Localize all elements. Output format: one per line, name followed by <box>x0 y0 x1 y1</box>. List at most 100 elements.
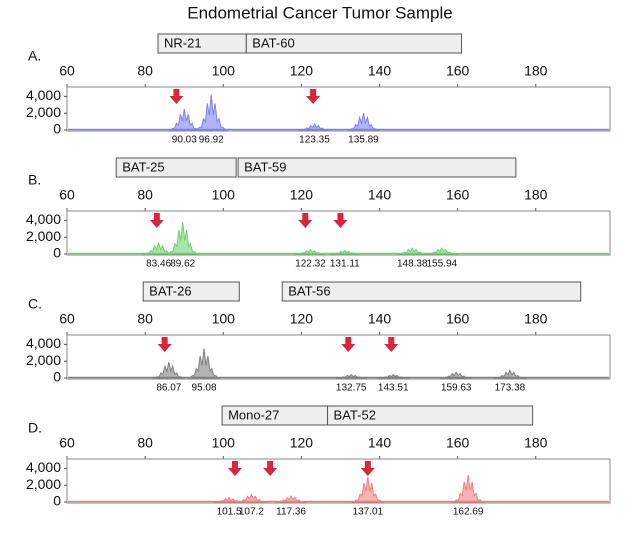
peak-label: 148.38 <box>397 259 428 270</box>
peak-label: 117.36 <box>276 507 306 518</box>
x-tick-label: 120 <box>290 63 314 79</box>
peak-label: 155.94 <box>426 259 457 270</box>
panel-label: A. <box>28 48 41 64</box>
peak <box>493 369 527 379</box>
peak-label: 89.62 <box>170 259 195 270</box>
peak <box>152 361 186 379</box>
marker-name: Mono-27 <box>228 407 279 422</box>
marker-name: BAT-26 <box>149 283 191 298</box>
marker-name: BAT-25 <box>122 159 164 174</box>
arrow <box>341 337 356 352</box>
x-tick-label: 160 <box>446 63 470 79</box>
peak-label: 137.01 <box>353 507 384 518</box>
y-tick-label: 2,000 <box>26 228 61 244</box>
x-tick-label: 60 <box>59 63 75 79</box>
x-tick-label: 160 <box>446 311 470 327</box>
y-tick-label: 0 <box>53 245 61 261</box>
arrow <box>333 213 348 228</box>
plot-frame <box>66 458 611 504</box>
x-tick-label: 80 <box>137 63 153 79</box>
peak-label: 96.92 <box>199 135 224 146</box>
peak <box>377 373 409 379</box>
marker-name: BAT-52 <box>334 407 376 422</box>
x-tick-label: 80 <box>137 435 153 451</box>
x-tick-label: 120 <box>290 187 314 203</box>
marker-name: BAT-56 <box>288 283 330 298</box>
peak <box>187 348 221 379</box>
x-tick-label: 120 <box>290 311 314 327</box>
peak-label: 173.38 <box>495 383 526 394</box>
y-tick-label: 0 <box>53 121 61 137</box>
x-tick-label: 180 <box>524 311 548 327</box>
y-tick-label: 0 <box>53 493 61 509</box>
marker-box <box>281 281 582 302</box>
peak-label: 101.5 <box>217 507 242 518</box>
arrow <box>157 337 172 352</box>
panel-label: D. <box>28 420 42 436</box>
x-tick-label: 80 <box>137 187 153 203</box>
arrow <box>306 89 321 104</box>
peak <box>235 493 268 503</box>
peak-label: 90.03 <box>172 135 197 146</box>
arrow <box>360 461 375 476</box>
peak-label: 107.2 <box>239 507 264 518</box>
y-tick-label: 2,000 <box>26 104 61 120</box>
plot-frame <box>66 334 611 380</box>
x-tick-label: 140 <box>368 311 392 327</box>
x-tick-label: 120 <box>290 435 314 451</box>
marker-box <box>115 157 237 178</box>
x-tick-label: 140 <box>368 63 392 79</box>
arrow <box>384 337 399 352</box>
x-tick-label: 100 <box>212 63 236 79</box>
x-tick-label: 180 <box>524 435 548 451</box>
y-tick-label: 4,000 <box>26 459 61 475</box>
marker-name: BAT-59 <box>244 159 286 174</box>
peak <box>329 249 361 255</box>
x-tick-label: 180 <box>524 187 548 203</box>
peak-label: 131.11 <box>330 259 360 270</box>
peak-label: 159.63 <box>441 383 472 394</box>
arrow <box>169 89 184 104</box>
x-tick-label: 100 <box>212 187 236 203</box>
peak-label: 123.35 <box>299 135 330 146</box>
x-tick-label: 180 <box>524 63 548 79</box>
peak <box>451 475 485 503</box>
panel-label: C. <box>28 296 42 312</box>
x-tick-label: 140 <box>368 187 392 203</box>
peak <box>297 123 331 131</box>
peak-label: 143.51 <box>378 383 409 394</box>
y-tick-label: 4,000 <box>26 87 61 103</box>
x-tick-label: 140 <box>368 435 392 451</box>
marker-box <box>237 157 517 178</box>
peak-label: 95.08 <box>192 383 217 394</box>
marker-box <box>327 405 534 426</box>
y-tick-label: 2,000 <box>26 352 61 368</box>
marker-box <box>245 33 463 54</box>
peak-label: 86.07 <box>156 383 181 394</box>
peak <box>395 247 429 255</box>
peak <box>351 476 385 503</box>
y-tick-label: 2,000 <box>26 476 61 492</box>
peak-label: 135.89 <box>348 135 379 146</box>
marker-box <box>142 281 240 302</box>
panel-label: B. <box>28 172 41 188</box>
peak <box>195 94 228 131</box>
peak <box>335 373 367 379</box>
x-tick-label: 100 <box>212 435 236 451</box>
figure-title: Endometrial Cancer Tumor Sample <box>187 3 453 22</box>
peak <box>439 371 473 379</box>
x-tick-label: 100 <box>212 311 236 327</box>
peak <box>274 495 308 503</box>
y-tick-label: 4,000 <box>26 335 61 351</box>
peak-label: 83.46 <box>146 259 171 270</box>
marker-name: BAT-60 <box>252 35 294 50</box>
arrow <box>149 213 164 228</box>
x-tick-label: 160 <box>446 187 470 203</box>
y-tick-label: 4,000 <box>26 211 61 227</box>
peak-label: 132.75 <box>336 383 367 394</box>
arrow <box>298 213 313 228</box>
arrow <box>263 461 278 476</box>
y-tick-label: 0 <box>53 369 61 385</box>
peak-label: 162.69 <box>453 507 484 518</box>
